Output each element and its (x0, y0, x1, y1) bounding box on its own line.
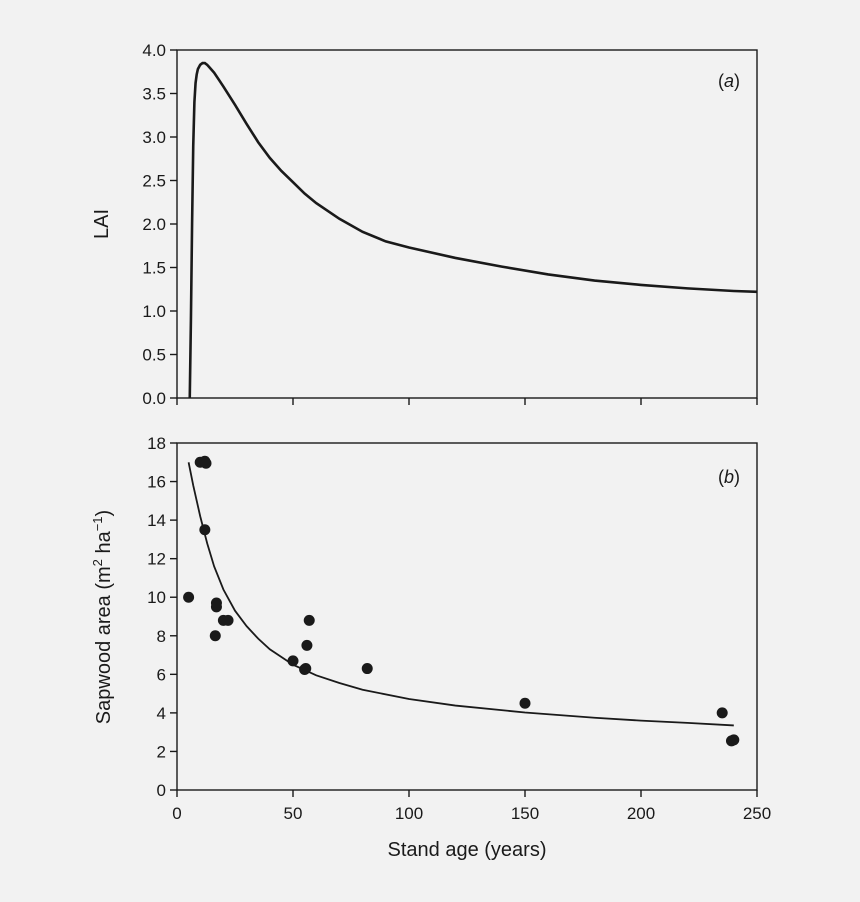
panel-a-lai: 0.0 0.5 1.0 1.5 2.0 2.5 3.0 3.5 4.0 (a) LAI (91, 41, 758, 408)
sapwood-fit-curve (187, 462, 734, 727)
y-tick-label: 10 (147, 588, 166, 607)
sapwood-points (183, 455, 740, 747)
panel-b-frame (176, 442, 758, 791)
data-point (716, 707, 728, 719)
data-point (301, 639, 313, 651)
y-tick-label: 8 (157, 627, 166, 646)
data-point (303, 614, 315, 626)
y-tick-label: 12 (147, 550, 166, 569)
y-tick-label: 16 (147, 473, 166, 492)
y-tick-label: 0.5 (142, 346, 166, 365)
y-tick-label: 0 (157, 781, 166, 800)
x-tick-label: 0 (172, 804, 181, 823)
lai-curve (188, 61, 758, 399)
panel-b-sapwood: 0 2 4 6 8 10 12 14 16 18 0 50 100 150 200 250 (b) Sapw… (90, 434, 771, 861)
y-tick-label: 2.5 (142, 172, 166, 191)
data-point (300, 663, 312, 675)
data-point (210, 597, 222, 609)
y-tick-label: 4 (157, 704, 166, 723)
y-tick-label: 1.0 (142, 302, 166, 321)
x-tick-label: 250 (743, 804, 771, 823)
x-axis-title: Stand age (years) (388, 839, 547, 861)
x-tick-label: 100 (395, 804, 423, 823)
data-point (728, 734, 740, 746)
data-point (199, 524, 211, 536)
y-tick-label: 4.0 (142, 41, 166, 60)
y-tick-label: 1.5 (142, 259, 166, 278)
y-tick-label: 3.5 (142, 85, 166, 104)
x-tick-label: 150 (511, 804, 539, 823)
y-tick-label: 18 (147, 434, 166, 453)
panel-b-y-ticks: 0 2 4 6 8 10 12 14 16 18 (147, 434, 177, 800)
panel-a-label: (a) (718, 71, 740, 91)
panel-b-x-ticks: 0 50 100 150 200 250 (172, 790, 771, 823)
data-point (183, 591, 195, 603)
y-tick-label: 14 (147, 511, 166, 530)
panel-a-frame (176, 49, 758, 399)
data-point (209, 630, 221, 642)
data-point (200, 457, 212, 469)
y-tick-label: 6 (157, 665, 166, 684)
y-tick-label: 0.0 (142, 389, 166, 408)
data-point (287, 655, 299, 667)
panel-a-y-axis-title: LAI (91, 209, 113, 239)
x-tick-label: 200 (627, 804, 655, 823)
data-point (361, 663, 373, 675)
y-tick-label: 2 (157, 742, 166, 761)
panel-b-label: (b) (718, 467, 740, 487)
y-tick-label: 3.0 (142, 128, 166, 147)
data-point (519, 697, 531, 709)
y-tick-label: 2.0 (142, 215, 166, 234)
panel-a-y-ticks: 0.0 0.5 1.0 1.5 2.0 2.5 3.0 3.5 4.0 (142, 41, 177, 408)
panel-a-x-ticks (176, 398, 758, 405)
panel-b-y-axis-title: Sapwood area (m2 ha−1) (90, 510, 115, 724)
data-point (222, 614, 234, 626)
x-tick-label: 50 (284, 804, 303, 823)
